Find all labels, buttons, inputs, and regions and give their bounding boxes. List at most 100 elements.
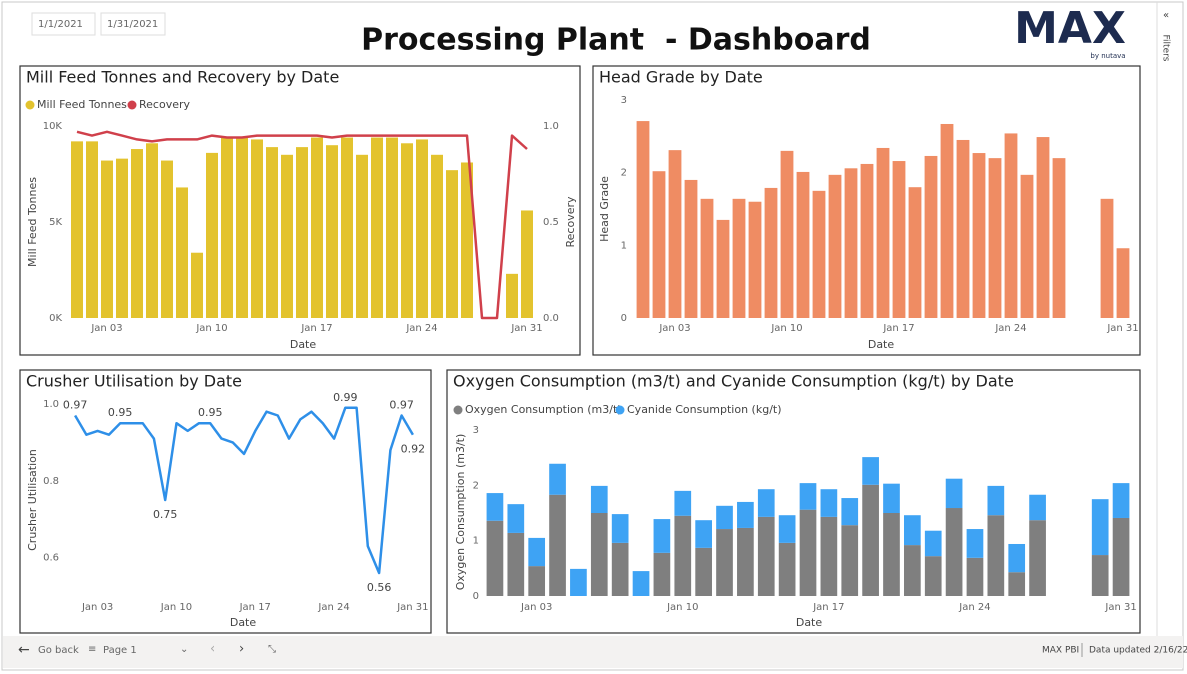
bar bbox=[780, 150, 794, 318]
legend-label: Recovery bbox=[139, 98, 190, 111]
bar bbox=[1036, 137, 1050, 318]
bar bbox=[684, 179, 698, 318]
x-tick-label: Jan 31 bbox=[1104, 602, 1136, 613]
bar bbox=[737, 527, 754, 596]
bar bbox=[507, 532, 525, 596]
bar bbox=[764, 187, 778, 318]
bar bbox=[86, 141, 98, 318]
y-tick-label: 0.6 bbox=[43, 553, 59, 564]
bar bbox=[924, 155, 938, 318]
bar bbox=[1100, 198, 1114, 318]
date-slicer[interactable] bbox=[100, 12, 166, 36]
bar bbox=[116, 158, 128, 318]
page-icon: ≡ bbox=[88, 644, 96, 655]
x-tick-label: Jan 24 bbox=[405, 323, 437, 334]
date-from[interactable]: 1/1/2021 bbox=[38, 19, 83, 30]
data-label: 0.56 bbox=[367, 581, 392, 594]
bar bbox=[486, 493, 504, 521]
x-tick-label: Jan 17 bbox=[882, 323, 914, 334]
bar bbox=[161, 160, 173, 318]
bar bbox=[674, 515, 692, 596]
fit-icon[interactable]: ⤡ bbox=[268, 644, 276, 655]
bar bbox=[860, 163, 874, 318]
app-name: MAX PBI bbox=[1042, 646, 1079, 656]
next-page[interactable]: › bbox=[239, 642, 244, 657]
bar bbox=[251, 139, 263, 318]
chart-frame bbox=[19, 369, 432, 634]
bar bbox=[652, 171, 666, 318]
bar bbox=[812, 190, 826, 318]
bar bbox=[506, 273, 518, 318]
x-axis-label: Date bbox=[868, 338, 895, 351]
y-tick-label: 0 bbox=[621, 313, 627, 324]
bar bbox=[987, 515, 1005, 596]
bar bbox=[820, 489, 838, 517]
data-updated: Data updated 2/16/22 bbox=[1089, 646, 1187, 656]
bar bbox=[945, 478, 963, 509]
x-tick-label: Jan 31 bbox=[1106, 323, 1138, 334]
x-tick-label: Jan 10 bbox=[770, 323, 802, 334]
bar bbox=[908, 187, 922, 318]
y2-tick-label: 0.5 bbox=[543, 217, 559, 228]
bar bbox=[862, 484, 879, 596]
bar bbox=[521, 210, 533, 318]
y2-tick-label: 0.0 bbox=[543, 313, 559, 324]
back-icon[interactable]: ← bbox=[18, 642, 30, 658]
y-tick-label: 0K bbox=[49, 313, 62, 324]
collapse-icon[interactable]: « bbox=[1163, 10, 1169, 21]
bar bbox=[1020, 174, 1034, 318]
bar bbox=[799, 509, 817, 596]
bar bbox=[778, 542, 796, 596]
footer-bar bbox=[3, 636, 1183, 668]
x-tick-label: Jan 17 bbox=[239, 602, 271, 613]
prev-page[interactable]: ‹ bbox=[210, 642, 215, 657]
data-label: 0.97 bbox=[389, 399, 414, 412]
x-tick-label: Jan 31 bbox=[396, 602, 428, 613]
data-label: 0.99 bbox=[333, 391, 358, 404]
x-tick-label: Jan 03 bbox=[90, 323, 122, 334]
line bbox=[74, 406, 414, 575]
bar bbox=[972, 153, 986, 318]
y-tick-label: 2 bbox=[473, 480, 479, 491]
bar bbox=[820, 516, 838, 596]
bar bbox=[1008, 543, 1026, 573]
page-title: Processing Plant - Dashboard bbox=[361, 23, 871, 58]
date-to[interactable]: 1/31/2021 bbox=[107, 19, 158, 30]
bar bbox=[1112, 483, 1130, 518]
bar bbox=[549, 463, 566, 495]
bar bbox=[945, 508, 963, 596]
bar bbox=[796, 171, 810, 318]
data-label: 0.97 bbox=[63, 399, 88, 412]
bar bbox=[883, 513, 900, 596]
y-tick-label: 1.0 bbox=[43, 399, 59, 410]
bar bbox=[486, 520, 504, 596]
line bbox=[76, 130, 528, 320]
bar bbox=[528, 566, 546, 596]
bar bbox=[904, 515, 921, 546]
x-tick-label: Jan 10 bbox=[666, 602, 698, 613]
data-label: 0.92 bbox=[401, 443, 426, 456]
bar bbox=[386, 137, 398, 318]
y2-tick-label: 1.0 bbox=[543, 121, 559, 132]
y-tick-label: 0.8 bbox=[43, 476, 59, 487]
dropdown-icon[interactable]: ⌄ bbox=[180, 644, 188, 655]
x-tick-label: Jan 10 bbox=[195, 323, 227, 334]
bar bbox=[987, 485, 1005, 516]
bar bbox=[101, 160, 113, 318]
bar bbox=[1008, 572, 1026, 596]
legend-marker bbox=[25, 100, 35, 110]
y-tick-label: 5K bbox=[49, 217, 62, 228]
bar bbox=[757, 489, 775, 517]
bar bbox=[1112, 517, 1130, 596]
bar bbox=[191, 252, 203, 318]
bar bbox=[221, 137, 233, 318]
x-tick-label: Jan 31 bbox=[510, 323, 542, 334]
page-selector[interactable]: Page 1 bbox=[103, 645, 137, 656]
go-back[interactable]: Go back bbox=[38, 645, 79, 656]
date-slicer[interactable] bbox=[31, 12, 96, 36]
bar bbox=[507, 504, 525, 533]
bar bbox=[828, 174, 842, 318]
y-tick-label: 1 bbox=[473, 536, 479, 547]
filters-pane[interactable]: Filters bbox=[1161, 35, 1171, 62]
